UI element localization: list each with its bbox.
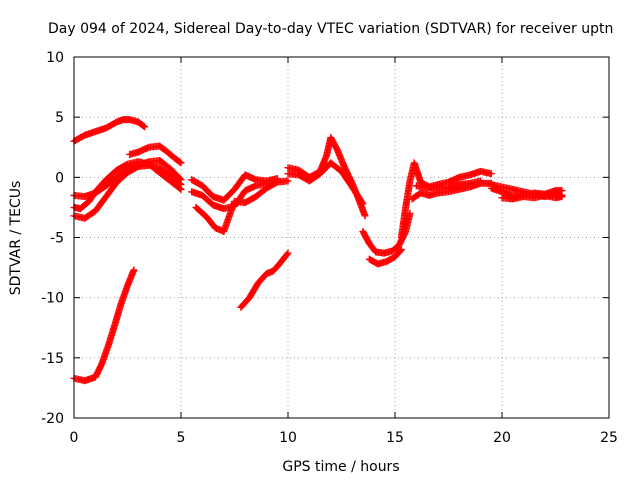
data-points [70, 116, 566, 385]
plot-frame [73, 56, 610, 419]
data-point [397, 247, 405, 255]
data-point [130, 266, 138, 274]
data-point [177, 159, 185, 167]
series-track-i [188, 179, 271, 213]
series-track-n [365, 246, 405, 268]
data-point [176, 158, 184, 166]
x-tick-label: 20 [493, 430, 511, 446]
data-point [361, 212, 369, 220]
x-tick-label: 10 [279, 430, 297, 446]
data-point [141, 123, 149, 131]
axis-ticks: 0 5 10 15 20 25 10 5 0 -5 -10 -15 -20 [41, 50, 618, 446]
y-tick-label: -5 [50, 231, 64, 247]
data-point [487, 170, 495, 178]
series-track-e [126, 142, 185, 167]
y-tick-label: -15 [41, 351, 64, 367]
chart-title: Day 094 of 2024, Sidereal Day-to-day VTE… [48, 21, 613, 37]
series-track-l [284, 159, 367, 208]
y-tick-label: 0 [55, 170, 64, 186]
x-tick-label: 0 [70, 430, 79, 446]
series-track-h [192, 177, 292, 235]
data-point [283, 250, 291, 258]
x-tick-label: 5 [177, 430, 186, 446]
data-point [176, 180, 184, 188]
y-tick-label: 10 [46, 50, 64, 66]
y-tick-label: 5 [55, 110, 64, 126]
series-track-q [412, 177, 485, 192]
data-point [359, 200, 367, 208]
y-tick-label: -10 [41, 291, 64, 307]
data-point [177, 181, 185, 189]
x-tick-label: 15 [386, 430, 404, 446]
series-track-f [70, 266, 138, 385]
series-track-o [397, 159, 495, 241]
y-axis-title: SDTVAR / TECUs [8, 181, 24, 296]
x-axis-title: GPS time / hours [282, 459, 399, 475]
data-point [477, 177, 485, 185]
series-track-t [498, 191, 566, 203]
series-track-j [237, 249, 292, 311]
data-point [284, 249, 292, 257]
data-point [263, 179, 271, 187]
grid-lines [74, 57, 609, 418]
data-point [558, 193, 566, 201]
data-point [358, 199, 366, 207]
series-track-m [359, 209, 414, 257]
series-track-a [70, 116, 149, 145]
x-tick-label: 25 [600, 430, 618, 446]
data-point [284, 177, 292, 185]
series-track-d [70, 161, 185, 222]
y-tick-label: -20 [41, 411, 64, 427]
data-point [140, 122, 148, 130]
data-point [397, 246, 405, 254]
